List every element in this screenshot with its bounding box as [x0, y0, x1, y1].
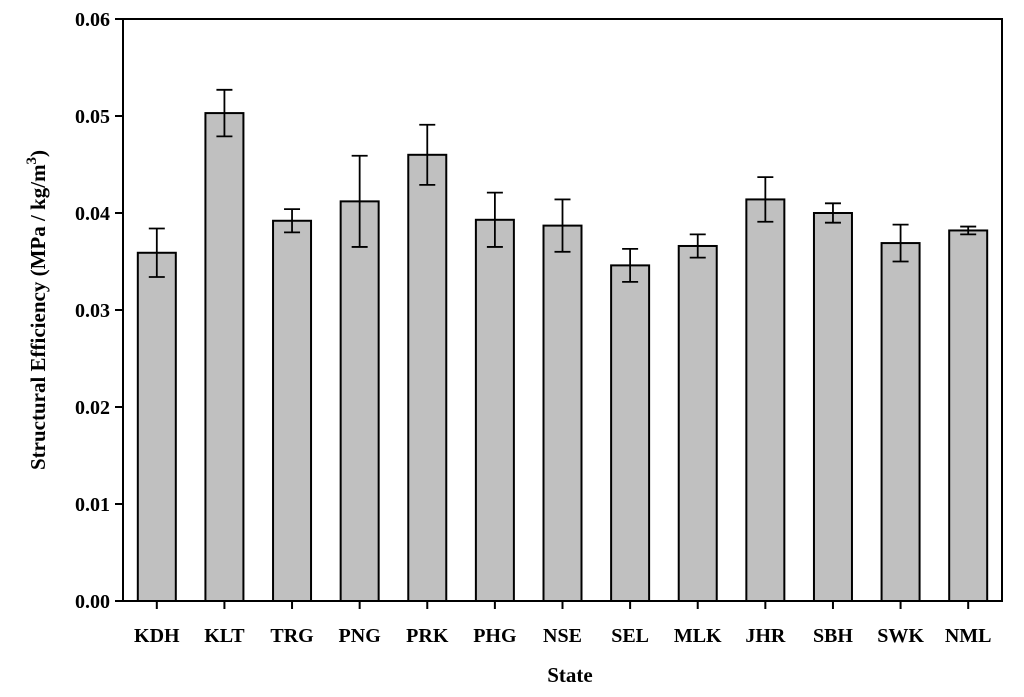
bar-sel [610, 264, 651, 602]
y-axis-title: Structural Efficiency (MPa / kg/m3) [24, 150, 50, 470]
error-bar-nse [554, 198, 571, 253]
error-bar-kdh [148, 227, 165, 278]
y-tick-label: 0.03 [75, 300, 110, 322]
bar-klt [204, 112, 245, 602]
bar-phg [474, 218, 515, 602]
error-bar-jhr [757, 176, 774, 223]
bar-nse [542, 224, 583, 603]
bar-prk [407, 153, 448, 603]
error-bars-group [148, 88, 977, 283]
error-bar-sel [622, 247, 639, 283]
y-tick-label: 0.04 [75, 203, 110, 225]
bar-png [339, 200, 380, 603]
y-tick-label: 0.06 [75, 9, 110, 31]
error-bar-nml [960, 225, 977, 236]
x-tick-label-phg: PHG [473, 625, 517, 647]
bar-sbh [812, 212, 853, 602]
x-tick-label-trg: TRG [270, 625, 314, 647]
x-tick-label-nml: NML [945, 625, 992, 647]
error-bar-phg [486, 191, 503, 248]
error-bar-sbh [824, 202, 841, 224]
bar-jhr [745, 198, 786, 602]
x-tick-label-png: PNG [339, 625, 382, 647]
x-tick-label-swk: SWK [877, 625, 924, 647]
error-bar-prk [419, 123, 436, 186]
y-axis-title-suffix: ) [26, 150, 50, 157]
x-tick-label-sel: SEL [611, 625, 649, 647]
error-bar-png [351, 154, 368, 248]
y-tick-label: 0.05 [75, 106, 110, 128]
error-bar-trg [284, 208, 301, 234]
x-tick-label-jhr: JHR [745, 625, 786, 647]
bar-swk [880, 242, 921, 602]
x-tick-label-kdh: KDH [134, 625, 180, 647]
bar-kdh [136, 251, 177, 603]
bars-group [136, 112, 989, 603]
y-tick-label: 0.00 [75, 591, 110, 613]
x-tick-label-nse: NSE [543, 625, 582, 647]
y-tick-label: 0.02 [75, 397, 110, 419]
x-axis-title: State [547, 663, 593, 687]
y-axis-title-main: Structural Efficiency (MPa / kg/m [26, 164, 50, 470]
bar-mlk [677, 244, 718, 602]
x-tick-label-klt: KLT [204, 625, 245, 647]
bar-nml [948, 229, 989, 603]
y-axis-title-superscript: 3 [24, 157, 40, 165]
error-bar-mlk [689, 233, 706, 259]
bar-trg [272, 219, 313, 602]
error-bar-klt [216, 88, 233, 138]
y-tick-label: 0.01 [75, 494, 110, 516]
x-tick-label-mlk: MLK [674, 625, 722, 647]
x-tick-label-prk: PRK [406, 625, 449, 647]
x-axis: KDH KLT TRG PNG PRK PHG NSE SEL MLK JHR SBH SWK NML [134, 601, 992, 647]
y-axis: 0.00 0.01 0.02 0.03 0.04 0.05 0.06 [75, 9, 123, 613]
error-bar-swk [892, 223, 909, 263]
x-tick-label-sbh: SBH [813, 625, 853, 647]
